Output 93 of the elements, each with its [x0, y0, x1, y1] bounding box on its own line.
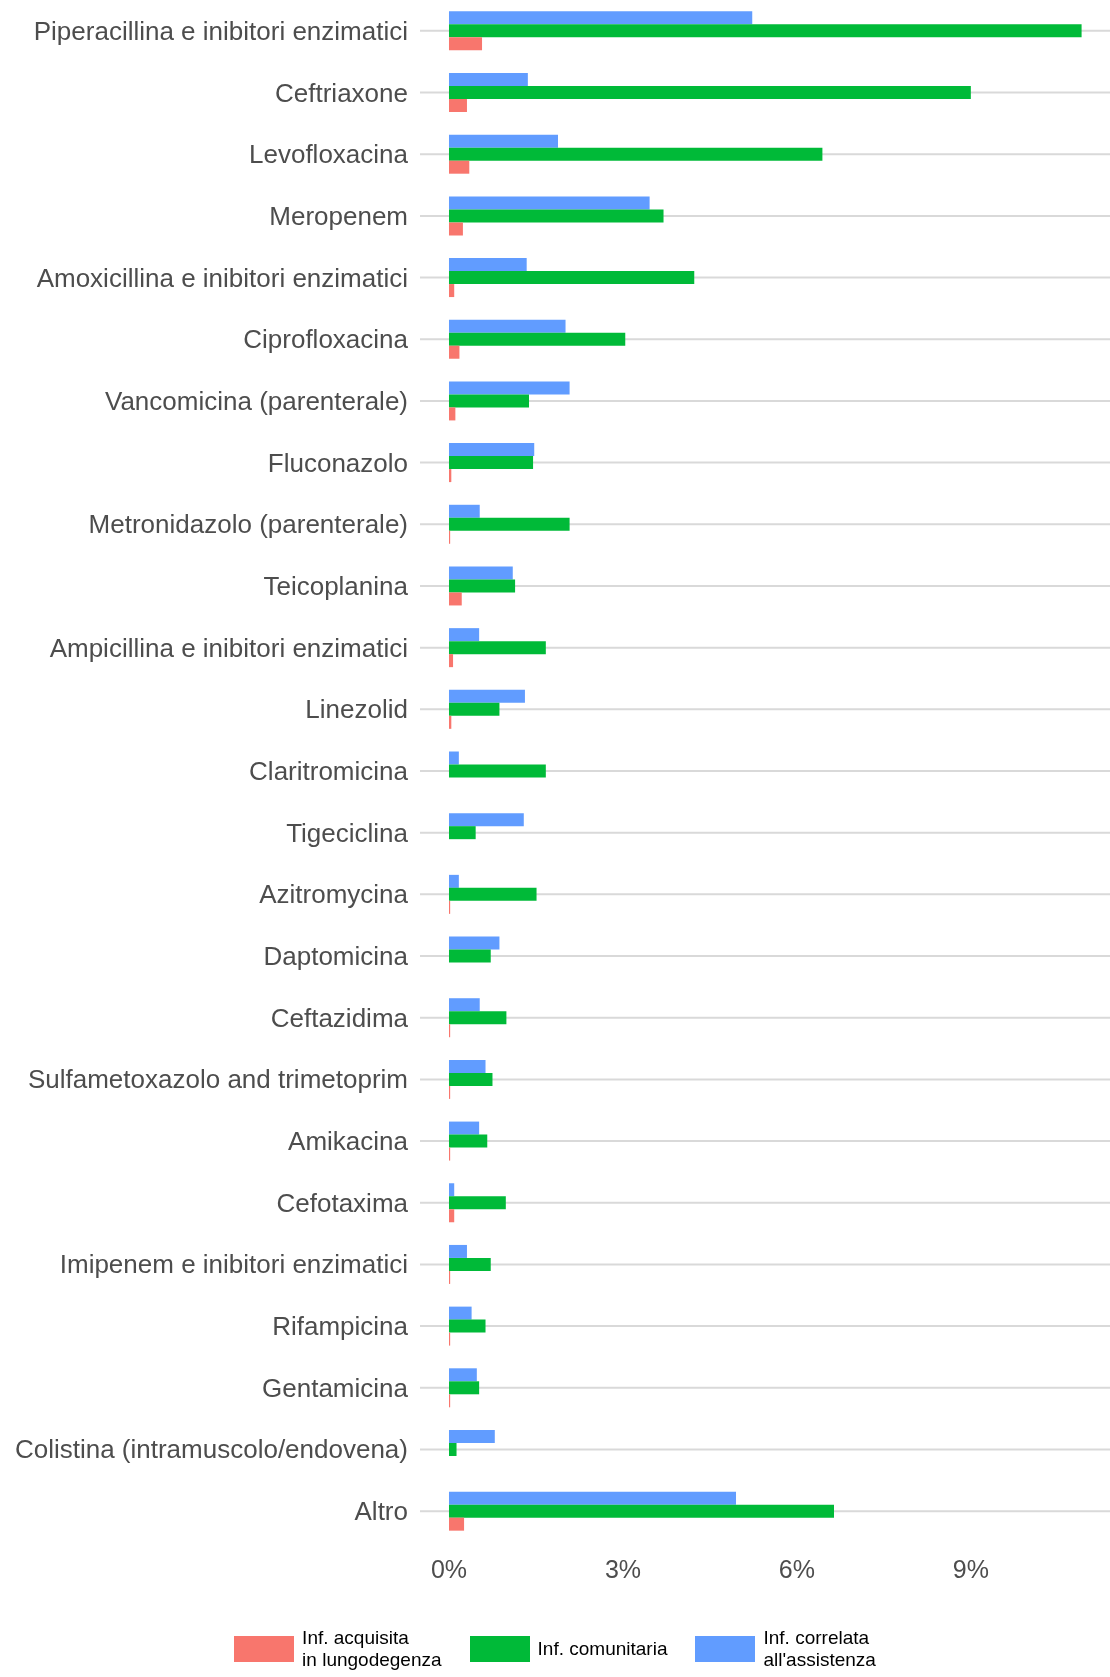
y-tick-label: Claritromicina [249, 756, 409, 786]
bar [448, 1368, 477, 1382]
bar [448, 1183, 455, 1197]
y-tick-label: Azitromycina [259, 879, 409, 910]
bar [448, 134, 558, 148]
bar [448, 196, 650, 210]
legend-label: Inf. acquisita in lungodegenza [302, 1627, 442, 1671]
bar [448, 1306, 472, 1320]
bar [448, 332, 626, 346]
y-tick-label: Imipenem e inibitori enzimatici [59, 1249, 408, 1280]
bar [448, 1319, 486, 1333]
bar [448, 579, 516, 593]
x-tick-label: 9% [952, 1554, 989, 1583]
y-tick-label: Daptomicina [263, 941, 409, 972]
bar [448, 271, 695, 285]
y-tick-label: Meropenem [269, 200, 408, 231]
bar [448, 654, 454, 668]
bar [448, 147, 823, 161]
bar [448, 86, 971, 100]
bar [448, 517, 570, 531]
bar [448, 689, 525, 703]
bar [448, 998, 480, 1012]
y-tick-label: Colistina (intramuscolo/endovena) [14, 1434, 408, 1465]
y-tick-label: Teicoplanina [263, 570, 409, 601]
bar [448, 258, 527, 272]
bar [448, 1429, 495, 1443]
y-tick-label: Rifampicina [272, 1311, 409, 1342]
y-tick-label: Fluconazolo [267, 447, 408, 478]
y-tick-label: Ceftriaxone [275, 77, 408, 108]
y-tick-label: Amikacina [288, 1126, 409, 1157]
y-tick-label: Levofloxacina [249, 139, 409, 170]
bar [448, 1504, 834, 1518]
bar [448, 456, 534, 470]
bar [448, 504, 480, 518]
y-tick-label: Metronidazolo (parenterale) [88, 509, 408, 540]
y-tick-label: Altro [354, 1496, 408, 1527]
bar [448, 826, 476, 840]
y-tick-label: Vancomicina (parenterale) [105, 385, 408, 416]
y-tick-label: Sulfametoxazolo and trimetoprim [27, 1064, 408, 1095]
bar [448, 345, 460, 359]
bar [448, 702, 500, 716]
x-tick-label: 3% [604, 1554, 642, 1583]
bar [448, 160, 470, 174]
y-tick-label: Cefotaxima [276, 1187, 409, 1218]
bar [448, 1196, 506, 1210]
bar [448, 1442, 457, 1456]
y-tick-label: Ciprofloxacina [243, 324, 409, 355]
legend-label: Inf. comunitaria [537, 1638, 668, 1660]
bar [448, 751, 459, 765]
bar [448, 1072, 493, 1086]
bar [448, 1134, 488, 1148]
bar [448, 1059, 486, 1073]
y-tick-label: Ampicillina e inibitori enzimatici [49, 632, 408, 663]
x-tick-label: 0% [430, 1554, 468, 1583]
y-tick-label: Gentamicina [262, 1372, 409, 1403]
bar [448, 887, 537, 901]
bar [448, 407, 456, 421]
bar [448, 37, 483, 51]
bar [448, 628, 480, 642]
y-tick-label: Ceftazidima [270, 1002, 409, 1033]
bar [448, 1381, 480, 1395]
bar [448, 73, 528, 87]
y-tick-label: Tigeciclina [286, 817, 409, 848]
bar [448, 1257, 491, 1271]
bar [448, 1244, 467, 1258]
bar [448, 24, 1082, 38]
bar [448, 936, 500, 950]
bar [448, 209, 664, 223]
bar [448, 1517, 465, 1531]
y-tick-label: Linezolid [305, 694, 408, 725]
bar [448, 641, 546, 655]
y-tick-label: Piperacillina e inibitori enzimatici [33, 15, 408, 46]
bar [448, 284, 455, 298]
bar [448, 381, 570, 395]
bar [448, 874, 459, 888]
bar [448, 1491, 737, 1505]
bar [448, 319, 566, 333]
bar [448, 222, 463, 236]
legend-label: Inf. correlata all'assistenza [763, 1627, 876, 1671]
x-tick-label: 6% [778, 1554, 815, 1583]
y-tick-label: Amoxicillina e inibitori enzimatici [36, 262, 408, 293]
bar [448, 99, 467, 113]
bar [448, 1209, 455, 1223]
bar [448, 443, 535, 457]
bar [448, 764, 546, 778]
bar [448, 949, 491, 963]
bar [448, 566, 513, 580]
bar [448, 11, 753, 25]
bar [448, 813, 524, 827]
bar [448, 394, 530, 408]
bar [448, 1011, 507, 1025]
bar [448, 592, 462, 606]
bar [448, 1121, 480, 1135]
